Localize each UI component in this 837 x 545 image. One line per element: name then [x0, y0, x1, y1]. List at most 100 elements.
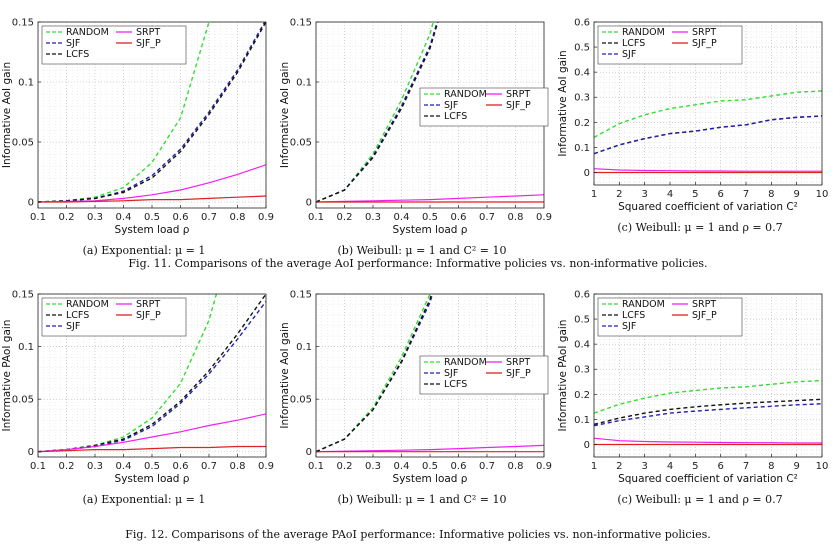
x-tick-label: 5: [692, 189, 698, 200]
y-tick-label: 0: [306, 198, 312, 209]
legend-label-sjf: SJF: [444, 100, 458, 111]
legend-label-sjf: SJF: [66, 38, 80, 49]
legend-label-srpt: SRPT: [136, 299, 160, 310]
legend-box: [597, 297, 743, 337]
y-axis-label: Informative AoI gain: [1, 62, 13, 168]
x-tick-label: 0.9: [258, 212, 274, 223]
series-line-srpt: [316, 444, 544, 453]
series-line-random: [38, 22, 210, 203]
y-tick-label: 0.2: [574, 118, 590, 129]
series-group: [594, 379, 822, 446]
x-tick-label: 0.3: [87, 212, 103, 223]
x-tick-label: 0.2: [59, 212, 75, 223]
y-tick-label: 0.3: [574, 93, 590, 104]
y-tick-label: 0.1: [18, 342, 34, 353]
series-line-srpt: [594, 168, 822, 172]
x-axis-label: System load ρ: [393, 224, 468, 236]
y-tick-label: 0.1: [296, 342, 312, 353]
y-axis-label: Informative AoI gain: [279, 322, 291, 428]
y-tick-label: 0.6: [574, 18, 590, 29]
legend-label-lcfs: LCFS: [66, 49, 89, 60]
legend-label-sjf_p: SJF_P: [692, 38, 717, 49]
x-tick-label: 2: [616, 189, 622, 200]
series-group: [38, 22, 266, 203]
series-group: [38, 294, 266, 453]
x-tick-label: 3: [641, 461, 647, 472]
x-tick-label: 0.2: [59, 461, 75, 472]
x-tick-label: 0.5: [422, 212, 438, 223]
subfigure-caption: (c) Weibull: μ = 1 and ρ = 0.7: [617, 493, 782, 506]
legend-label-lcfs: LCFS: [66, 310, 89, 321]
legend-box: [41, 297, 187, 337]
legend-label-random: RANDOM: [444, 89, 487, 100]
y-tick-label: 0.1: [296, 78, 312, 89]
x-tick-label: 0.1: [30, 461, 46, 472]
x-tick-label: 8: [768, 189, 774, 200]
legend-label-srpt: SRPT: [692, 299, 716, 310]
legend-label-sjf: SJF: [622, 49, 636, 60]
legend-label-lcfs: LCFS: [622, 310, 645, 321]
series-line-lcfs: [316, 294, 433, 453]
grid: [593, 293, 823, 457]
subfigure-caption: (a) Exponential: μ = 1: [83, 493, 206, 506]
chart-2: 0.1 0.2 0.3 0.4 0.5 0.6 0.7 0.8 0.9 0 0.05 0.1 0.15 S…: [279, 18, 552, 258]
series-group: [316, 294, 544, 453]
y-tick-label: 0.05: [12, 138, 34, 149]
legend-label-random: RANDOM: [622, 299, 665, 310]
legend-box: [419, 355, 549, 395]
x-tick-label: 8: [768, 461, 774, 472]
legend-label-random: RANDOM: [66, 27, 109, 38]
x-tick-label: 0.7: [201, 212, 217, 223]
x-tick-label: 4: [667, 189, 673, 200]
legend-box: [41, 25, 187, 65]
y-axis-label: Informative PAoI gain: [1, 320, 13, 432]
x-tick-label: 0.3: [365, 461, 381, 472]
legend-label-srpt: SRPT: [692, 27, 716, 38]
legend-box: [419, 87, 549, 127]
legend-label-lcfs: LCFS: [444, 111, 467, 122]
series-group: [594, 90, 822, 174]
series-line-sjf_p: [38, 195, 266, 203]
series-line-lcfs: [594, 398, 822, 426]
x-tick-label: 0.3: [365, 212, 381, 223]
legend-label-srpt: SRPT: [506, 357, 530, 368]
y-tick-label: 0.1: [574, 143, 590, 154]
legend-label-random: RANDOM: [444, 357, 487, 368]
y-tick-label: 0: [28, 447, 34, 458]
y-axis-label: Informative PAoI gain: [557, 320, 569, 432]
x-tick-label: 10: [816, 461, 829, 472]
legend-label-random: RANDOM: [66, 299, 109, 310]
x-tick-label: 0.8: [230, 461, 246, 472]
x-tick-label: 9: [793, 461, 799, 472]
y-tick-label: 0.05: [290, 138, 312, 149]
x-tick-label: 0.7: [479, 461, 495, 472]
x-tick-label: 0.1: [30, 212, 46, 223]
chart-6: 1 2 3 4 5 6 7 8 9 10 0 0.1 0.2 0.3 0.4 0.5 0.6 Squared co…: [557, 290, 828, 507]
y-axis-label: Informative AoI gain: [557, 50, 569, 156]
x-tick-label: 0.5: [144, 212, 160, 223]
x-tick-label: 0.3: [87, 461, 103, 472]
x-tick-label: 0.8: [508, 212, 524, 223]
y-tick-label: 0.15: [12, 18, 34, 29]
y-tick-label: 0.05: [290, 395, 312, 406]
x-tick-label: 2: [616, 461, 622, 472]
x-axis-label: Squared coefficient of variation C²: [618, 201, 798, 213]
legend-label-sjf: SJF: [444, 368, 458, 379]
axes-frame: [593, 293, 823, 458]
y-tick-label: 0: [306, 447, 312, 458]
y-tick-label: 0.4: [574, 68, 590, 79]
x-tick-label: 3: [641, 189, 647, 200]
legend-label-sjf_p: SJF_P: [136, 310, 161, 321]
legend-label-sjf: SJF: [622, 321, 636, 332]
y-tick-label: 0.1: [574, 415, 590, 426]
legend-label-sjf: SJF: [66, 321, 80, 332]
x-tick-label: 0.5: [144, 461, 160, 472]
chart-1: 0.1 0.2 0.3 0.4 0.5 0.6 0.7 0.8 0.9 0 0.05 0.1 0.15 S…: [1, 18, 274, 258]
legend-label-srpt: SRPT: [506, 89, 530, 100]
legend-label-sjf_p: SJF_P: [506, 100, 531, 111]
